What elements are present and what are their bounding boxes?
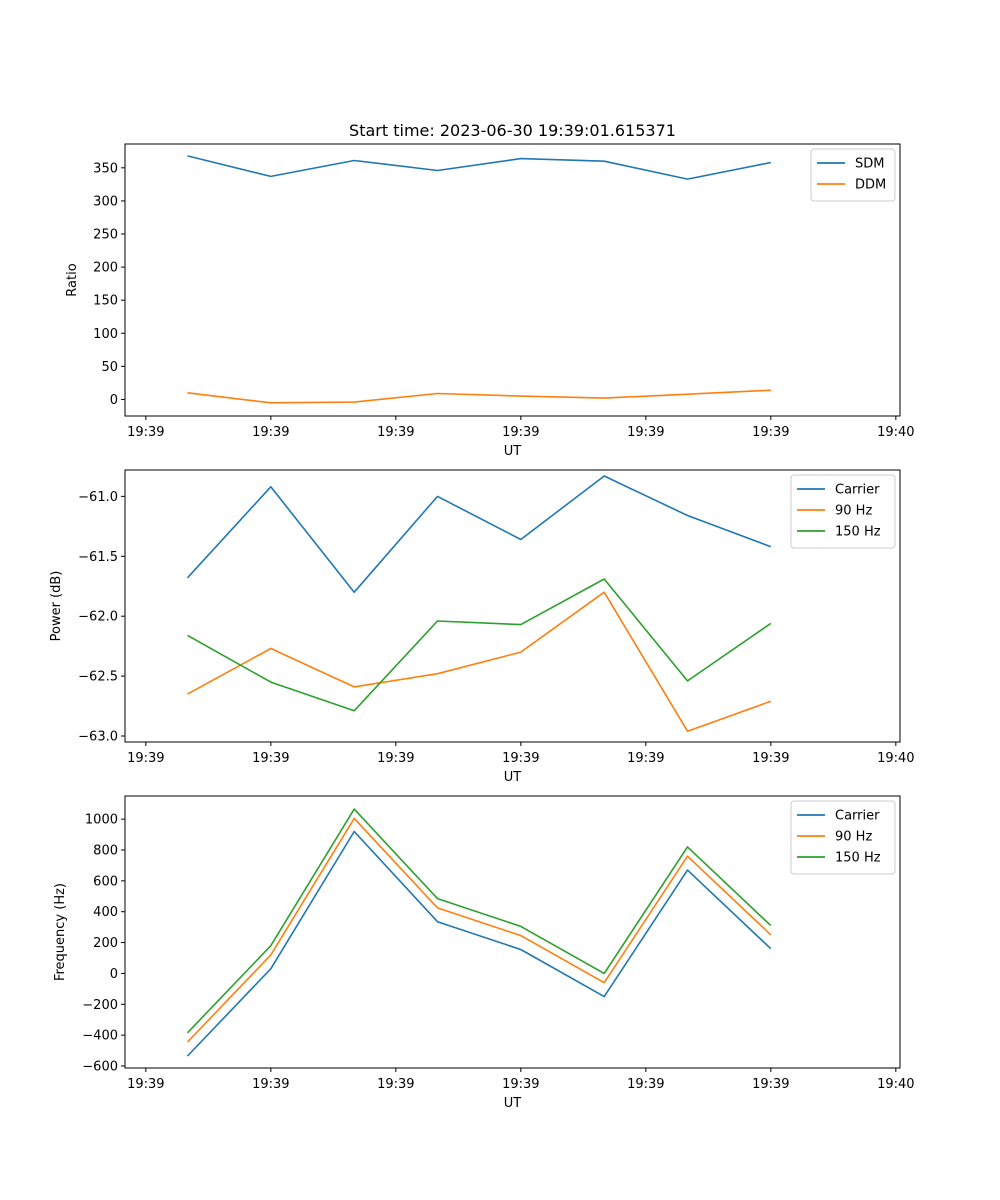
y-tick-label: 0 [110,393,118,408]
axes-frame [124,469,901,743]
legend-entry: SDM [855,157,884,172]
x-tick-label: 19:40 [877,751,914,766]
y-tick-label: −61.0 [78,490,118,505]
x-tick-label: 19:39 [377,425,414,440]
legend-entry: Carrier [835,809,880,824]
x-tick-label: 19:40 [877,1077,914,1092]
y-tick-label: −61.5 [78,550,118,565]
x-tick-label: 19:39 [502,751,539,766]
y-tick-label: 50 [101,360,118,375]
x-tick-label: 19:39 [752,425,789,440]
legend-box [790,474,896,549]
x-tick-label: 19:39 [127,751,164,766]
series-line-2 [186,817,772,1043]
series-line-2 [187,591,772,733]
y-tick-label: 0 [110,967,118,982]
y-tick-label: 400 [93,905,118,920]
y-tick-label: −400 [82,1029,118,1044]
x-tick-label: 19:39 [127,1077,164,1092]
legend: SDM DDM [810,148,896,202]
y-tick-label: −62.0 [78,610,118,625]
legend-entry: 150 Hz [835,851,881,866]
y-axis-label: Ratio [65,263,80,296]
x-tick-label: 19:39 [752,751,789,766]
axes-frame [124,143,901,417]
legend-entry: 150 Hz [835,525,881,540]
series-line-1 [186,475,772,594]
x-axis-label: UT [504,1096,522,1111]
y-axis-label: Frequency (Hz) [53,883,68,981]
x-tick-label: 19:39 [502,425,539,440]
series-line-1 [187,155,771,180]
legend-entry: 90 Hz [835,830,872,845]
chart-panel-2: 19:39 19:39 19:39 19:39 19:39 19:39 19:40 −63.0… [49,469,915,785]
y-tick-label: 250 [93,228,118,243]
x-tick-label: 19:39 [627,425,664,440]
axes-frame [124,795,901,1069]
series-line-3 [186,808,772,1034]
y-tick-label: 200 [93,936,118,951]
y-tick-label: 150 [93,294,118,309]
legend: Carrier 90 Hz 150 Hz [790,474,896,549]
x-tick-label: 19:39 [627,751,664,766]
y-tick-label: 100 [93,327,118,342]
series-line-3 [187,578,772,712]
x-tick-label: 19:39 [627,1077,664,1092]
chart-panels: 19:39 19:39 19:39 19:39 19:39 19:39 19:40 0 50 10… [49,143,915,1111]
legend-entry: 90 Hz [835,504,872,519]
x-tick-label: 19:39 [502,1077,539,1092]
y-tick-label: 1000 [85,813,118,828]
x-tick-label: 19:39 [127,425,164,440]
y-tick-label: 200 [93,261,118,276]
series-line-1 [186,830,772,1057]
chart-title: Start time: 2023-06-30 19:39:01.615371 [349,121,676,140]
legend-box [810,148,896,202]
legend-entry: Carrier [835,483,880,498]
y-tick-label: −62.5 [78,670,118,685]
x-tick-label: 19:39 [252,1077,289,1092]
y-tick-label: 600 [93,874,118,889]
legend-box [790,800,896,875]
y-tick-label: 300 [93,194,118,209]
y-tick-label: 350 [93,161,118,176]
x-tick-label: 19:39 [377,1077,414,1092]
y-axis-label: Power (dB) [49,571,64,642]
x-axis-label: UT [504,444,522,459]
chart-panel-1: 19:39 19:39 19:39 19:39 19:39 19:39 19:40 0 50 10… [65,143,915,459]
legend: Carrier 90 Hz 150 Hz [790,800,896,875]
chart-panel-3: 19:39 19:39 19:39 19:39 19:39 19:39 19:40 −600 −… [53,795,915,1111]
series-line-2 [187,389,771,404]
x-tick-label: 19:39 [252,751,289,766]
x-tick-label: 19:39 [252,425,289,440]
y-tick-label: −600 [82,1059,118,1074]
y-tick-label: −63.0 [78,730,118,745]
x-tick-label: 19:39 [752,1077,789,1092]
x-tick-label: 19:39 [377,751,414,766]
y-tick-label: −200 [82,998,118,1013]
x-axis-label: UT [504,770,522,785]
y-tick-label: 800 [93,843,118,858]
legend-entry: DDM [855,178,886,193]
x-tick-label: 19:40 [877,425,914,440]
